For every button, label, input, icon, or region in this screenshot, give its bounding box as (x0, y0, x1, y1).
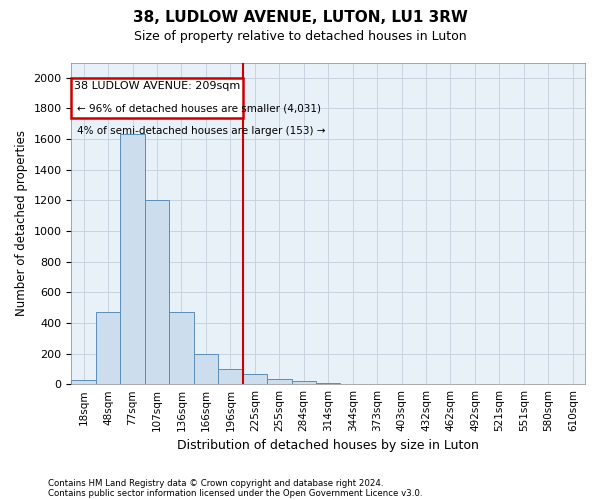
Bar (292, 381, 316, 384)
X-axis label: Distribution of detached houses by size in Luton: Distribution of detached houses by size … (177, 440, 479, 452)
Text: 38 LUDLOW AVENUE: 209sqm: 38 LUDLOW AVENUE: 209sqm (74, 81, 240, 91)
Text: Contains public sector information licensed under the Open Government Licence v3: Contains public sector information licen… (48, 488, 422, 498)
Bar (121, 134, 145, 384)
Bar (169, 312, 194, 384)
Text: ← 96% of detached houses are smaller (4,031): ← 96% of detached houses are smaller (4,… (77, 104, 320, 114)
Bar (218, 369, 242, 384)
Y-axis label: Number of detached properties: Number of detached properties (15, 130, 28, 316)
Text: 38, LUDLOW AVENUE, LUTON, LU1 3RW: 38, LUDLOW AVENUE, LUTON, LU1 3RW (133, 10, 467, 25)
Bar (71, 380, 96, 384)
Bar (194, 354, 218, 384)
Text: Size of property relative to detached houses in Luton: Size of property relative to detached ho… (134, 30, 466, 43)
Text: Contains HM Land Registry data © Crown copyright and database right 2024.: Contains HM Land Registry data © Crown c… (48, 478, 383, 488)
FancyBboxPatch shape (71, 78, 242, 118)
Text: 4% of semi-detached houses are larger (153) →: 4% of semi-detached houses are larger (1… (77, 126, 325, 136)
Bar (267, 379, 292, 384)
Bar (316, 382, 340, 384)
Bar (242, 374, 267, 384)
Bar (96, 312, 121, 384)
Bar (145, 200, 169, 384)
